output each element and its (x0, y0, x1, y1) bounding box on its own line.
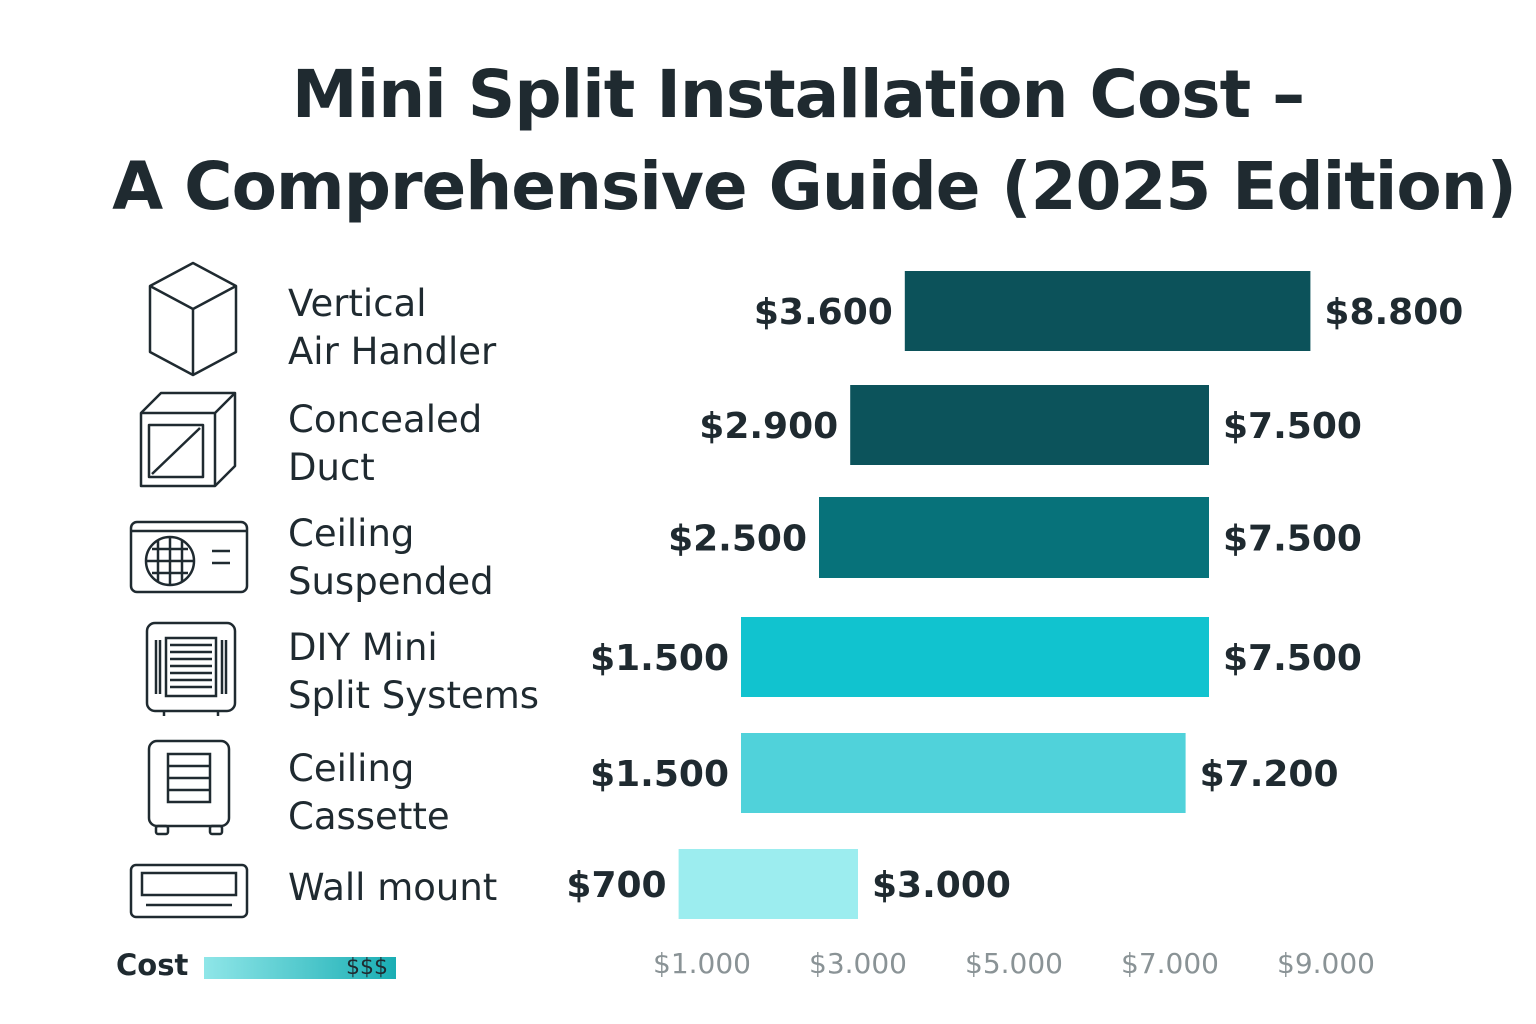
category-label-line1: Wall mount (288, 866, 498, 909)
wall-mount-icon (129, 863, 249, 919)
x-tick-label: $5.000 (965, 947, 1063, 980)
legend-label: Cost (116, 948, 189, 982)
category-label: Concealed Duct (288, 396, 482, 492)
vertical-air-handler-icon (148, 261, 238, 377)
category-label-line1: Ceiling (288, 512, 415, 555)
category-label: Wall mount (288, 864, 497, 912)
range-bar (904, 271, 1311, 351)
range-bar (850, 385, 1209, 465)
category-label: Ceiling Suspended (288, 510, 494, 606)
x-tick-label: $3.000 (809, 947, 907, 980)
low-value-label: $700 (566, 865, 666, 906)
category-label-line2: Suspended (288, 560, 494, 603)
category-label-line2: Duct (288, 446, 375, 489)
low-value-label: $1.500 (590, 638, 729, 679)
category-label-line2: Cassette (288, 795, 450, 838)
legend-gradient-bar (204, 957, 396, 979)
diy-mini-split-icon (145, 621, 237, 716)
high-value-label: $3.000 (872, 865, 1011, 906)
low-value-label: $2.900 (699, 406, 838, 447)
x-tick-label: $7.000 (1121, 947, 1219, 980)
range-bar (741, 733, 1186, 813)
category-label: Ceiling Cassette (288, 745, 450, 841)
concealed-duct-icon (139, 391, 237, 488)
category-label-line2: Air Handler (288, 330, 497, 373)
x-tick-label: $1.000 (653, 947, 751, 980)
legend-symbol: $$$ (346, 955, 388, 980)
ceiling-suspended-icon (129, 520, 249, 594)
range-bar (819, 497, 1209, 578)
high-value-label: $7.200 (1200, 754, 1339, 795)
high-value-label: $7.500 (1223, 519, 1362, 560)
category-label-line2: Split Systems (288, 674, 540, 717)
category-label: DIY Mini Split Systems (288, 624, 539, 720)
low-value-label: $1.500 (590, 754, 729, 795)
ceiling-cassette-icon (147, 739, 231, 836)
high-value-label: $7.500 (1223, 406, 1362, 447)
category-label-line1: DIY Mini (288, 626, 438, 669)
x-tick-label: $9.000 (1277, 947, 1375, 980)
chart-title-line1: Mini Split Installation Cost – (291, 56, 1305, 133)
low-value-label: $2.500 (668, 519, 807, 560)
range-bar (678, 849, 858, 919)
high-value-label: $7.500 (1223, 638, 1362, 679)
chart-title-line2: A Comprehensive Guide (2025 Edition) (112, 148, 1517, 225)
category-label-line1: Vertical (288, 282, 427, 325)
category-label: Vertical Air Handler (288, 280, 496, 376)
high-value-label: $8.800 (1324, 292, 1463, 333)
category-label-line1: Ceiling (288, 747, 415, 790)
range-bar (741, 617, 1209, 697)
low-value-label: $3.600 (754, 292, 893, 333)
category-label-line1: Concealed (288, 398, 483, 441)
